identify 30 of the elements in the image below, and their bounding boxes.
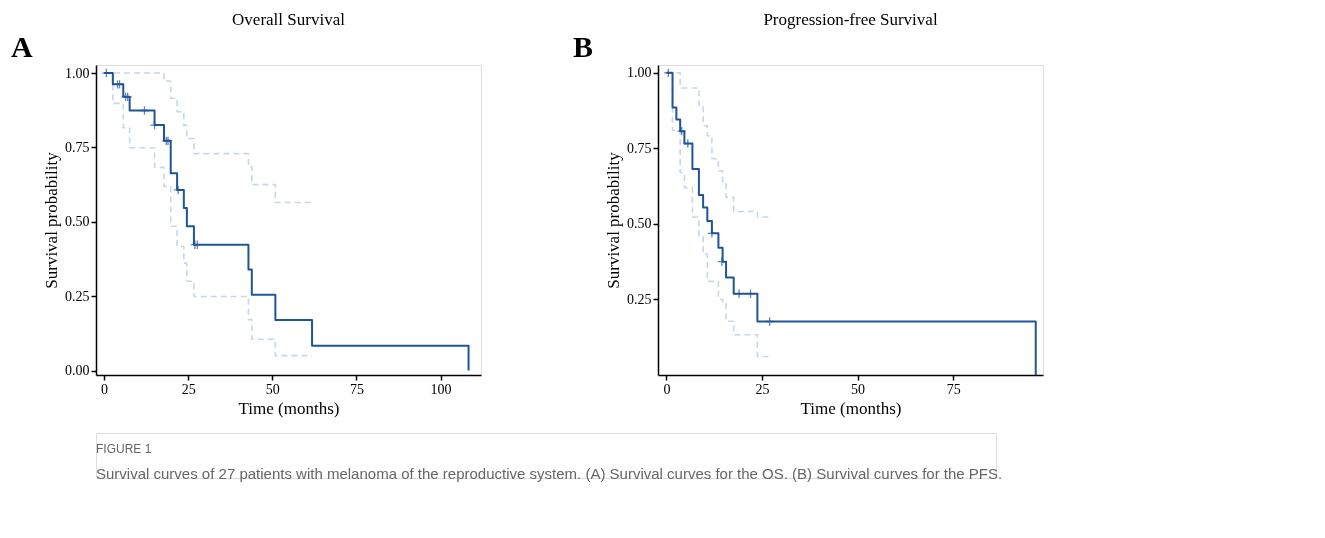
point — [707, 228, 717, 239]
x-tick-label: 0 — [663, 381, 671, 397]
point — [734, 288, 744, 299]
text: B — [573, 30, 594, 63]
chart-title: Overall Survival — [232, 10, 346, 29]
y-tick-label: 1.00 — [65, 65, 90, 81]
caption: FIGURE 1 — [96, 442, 152, 457]
x-tick-label: 25 — [755, 381, 770, 397]
y-tick-label: 0.50 — [65, 214, 90, 230]
chart-title: Progression-free Survival — [763, 10, 938, 29]
y-tick-label: 0.50 — [627, 216, 652, 232]
text: Survival curves of 27 patients with melanoma of the reproductive system. (A) Survival curves for the OS. (B) Survival curves for the PFS. — [96, 464, 1003, 482]
y-tick-label: 0.75 — [65, 139, 90, 155]
x-tick-label: 75 — [349, 381, 364, 397]
y-tick-label: 0.25 — [65, 288, 90, 304]
y-tick-label: 1.00 — [627, 65, 652, 81]
y-tick-label: 0.75 — [627, 140, 652, 156]
y-axis-title: Survival probability — [42, 151, 61, 289]
x-tick-label: 25 — [181, 381, 196, 397]
x-tick-label: 100 — [430, 381, 452, 397]
y-axis-title: Survival probability — [604, 151, 623, 289]
y-tick-label: 0.00 — [65, 363, 90, 379]
x-tick-label: 0 — [101, 381, 109, 397]
x-axis-title: Time (months) — [800, 398, 902, 418]
x-tick-label: 50 — [265, 381, 280, 397]
x-tick-label: 75 — [946, 381, 961, 397]
x-axis-title: Time (months) — [238, 398, 340, 418]
text: A — [11, 30, 33, 63]
y-tick-label: 0.25 — [627, 291, 652, 307]
x-tick-label: 50 — [851, 381, 866, 397]
